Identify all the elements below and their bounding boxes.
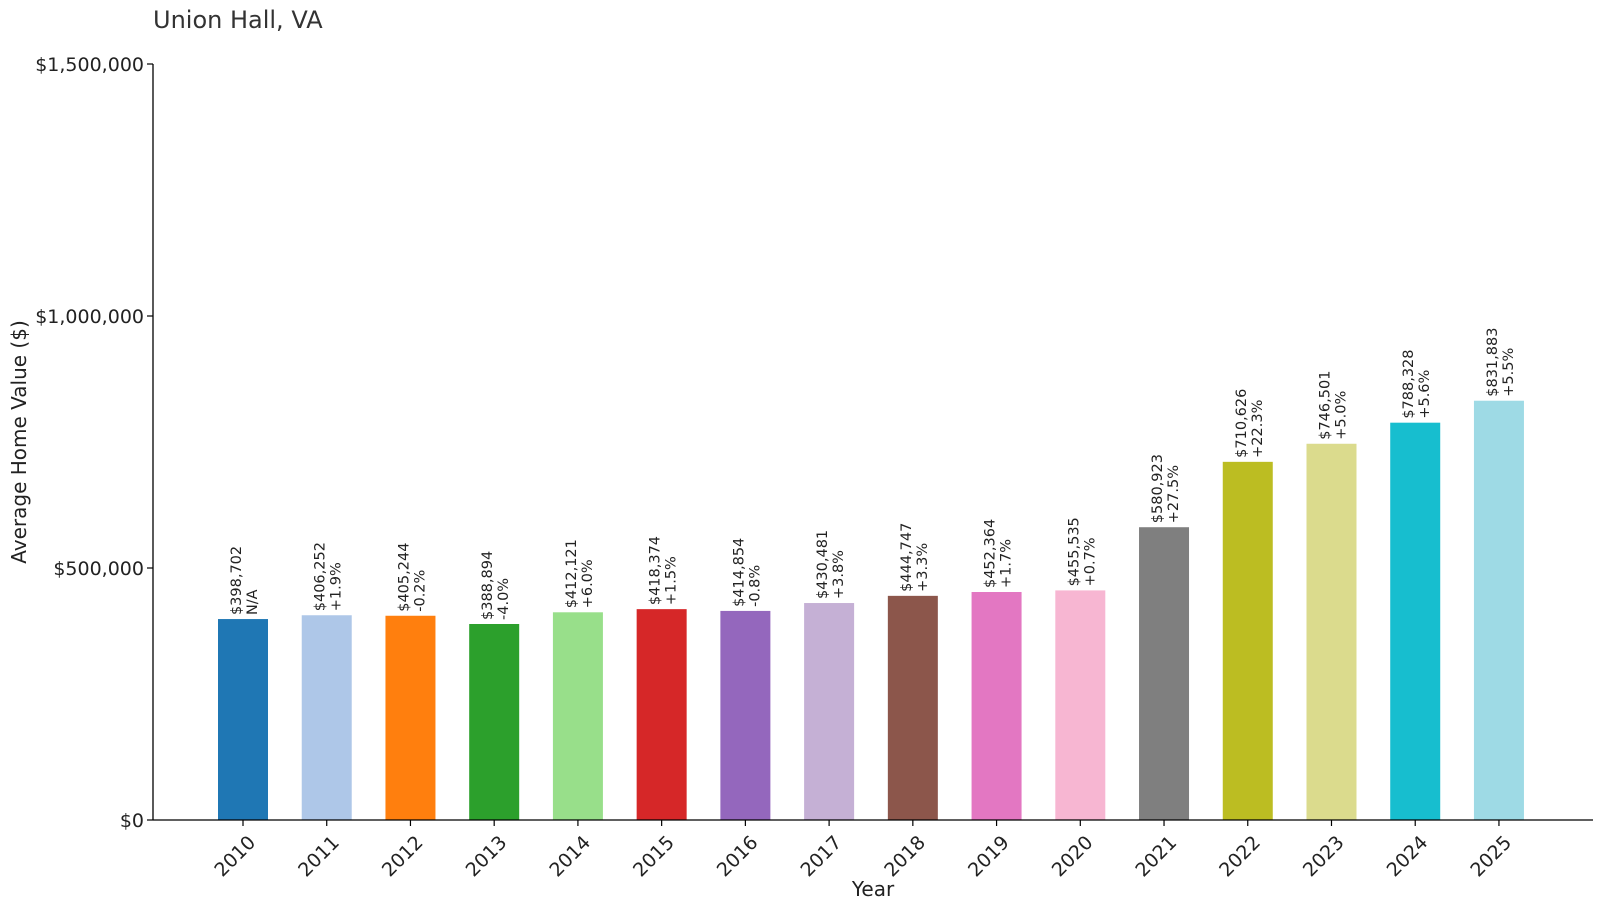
x-tick-label: 2023	[1299, 832, 1349, 882]
x-tick-label: 2018	[880, 832, 930, 882]
data-label-value: $831,883	[1485, 328, 1501, 397]
x-axis-label: Year	[851, 877, 895, 901]
data-label-value: $405,244	[396, 543, 412, 612]
data-label-value: $746,501	[1317, 371, 1333, 440]
bar-2017	[804, 603, 855, 820]
data-label-change: +27.5%	[1166, 465, 1182, 523]
data-label-change: +3.3%	[915, 543, 931, 592]
bar-2022	[1222, 461, 1273, 820]
bar-2019	[971, 592, 1022, 820]
data-label-change: -0.2%	[412, 570, 428, 612]
data-label-value: $398,702	[229, 546, 245, 615]
x-tick-label: 2021	[1131, 832, 1181, 882]
x-tick-label: 2017	[797, 832, 847, 882]
data-label-value: $710,626	[1234, 389, 1250, 458]
bar-2018	[887, 595, 938, 820]
bar-2014	[552, 612, 603, 820]
data-label-change: N/A	[245, 589, 261, 615]
data-label-value: $414,854	[731, 538, 747, 607]
bar-2023	[1306, 443, 1357, 820]
data-label-change: +22.3%	[1250, 400, 1266, 458]
bar-2012	[385, 615, 436, 820]
x-tick-label: 2010	[210, 832, 260, 882]
data-label-value: $406,252	[313, 542, 329, 611]
x-tick-label: 2016	[713, 832, 763, 882]
x-tick-label: 2015	[629, 832, 679, 882]
data-label-change: +6.0%	[580, 559, 596, 608]
x-tick-label: 2011	[294, 832, 344, 882]
x-tick-label: 2025	[1466, 832, 1516, 882]
data-label-change: +5.6%	[1417, 370, 1433, 419]
x-tick-label: 2013	[462, 832, 512, 882]
bar-2025	[1473, 400, 1524, 820]
data-label-change: +3.8%	[831, 550, 847, 599]
data-label-change: +0.7%	[1082, 537, 1098, 586]
x-tick-label: 2019	[964, 832, 1014, 882]
data-label-change: +5.5%	[1501, 348, 1517, 397]
bar-2011	[301, 615, 352, 820]
bar-2010	[218, 619, 268, 820]
y-tick-label: $0	[120, 810, 144, 832]
data-label-change: +1.7%	[999, 539, 1015, 588]
y-tick-label: $1,500,000	[35, 54, 144, 76]
chart-title: Union Hall, VA	[153, 6, 323, 34]
x-tick-label: 2022	[1215, 832, 1265, 882]
data-label-value: $444,747	[899, 523, 915, 592]
data-label-value: $580,923	[1150, 454, 1166, 523]
x-tick-label: 2014	[545, 832, 595, 882]
x-tick-label: 2012	[378, 832, 428, 882]
bar-2015	[636, 609, 687, 820]
bar-2013	[469, 623, 520, 820]
data-label-value: $388,894	[480, 551, 496, 620]
bar-2016	[720, 610, 771, 820]
y-tick-label: $1,000,000	[35, 306, 144, 328]
x-tick-label: 2024	[1383, 832, 1433, 882]
data-label-change: +1.5%	[664, 556, 680, 605]
data-label-value: $418,374	[648, 536, 664, 605]
data-label-value: $452,364	[983, 519, 999, 588]
data-label-value: $412,121	[564, 539, 580, 608]
data-label-change: -4.0%	[496, 578, 512, 620]
data-label-value: $788,328	[1401, 349, 1417, 418]
bar-2024	[1390, 422, 1441, 820]
data-label-change: +5.0%	[1333, 391, 1349, 440]
bar-2020	[1055, 590, 1106, 820]
x-tick-label: 2020	[1048, 832, 1098, 882]
data-label-value: $430,481	[815, 530, 831, 599]
y-tick-label: $500,000	[53, 558, 144, 580]
data-label-change: +1.9%	[329, 562, 345, 611]
y-axis-label: Average Home Value ($)	[7, 320, 31, 564]
bar-2021	[1139, 527, 1190, 820]
data-label-value: $455,535	[1066, 517, 1082, 586]
data-label-change: -0.8%	[747, 565, 763, 607]
